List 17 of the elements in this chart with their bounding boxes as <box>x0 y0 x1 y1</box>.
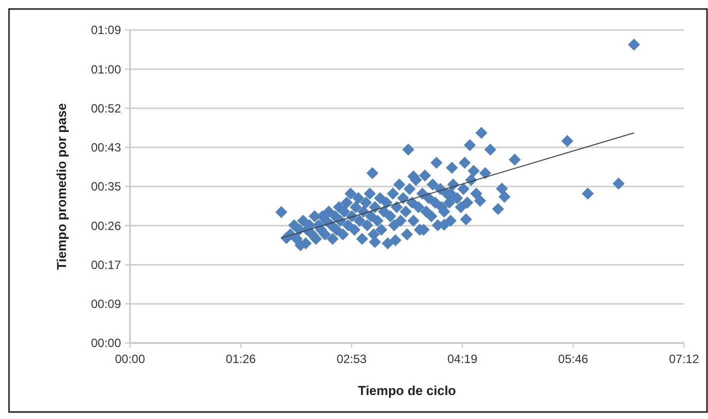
y-tick-label: 01:09 <box>90 23 122 38</box>
y-tick-label: 00:17 <box>90 258 122 272</box>
y-tick-label: 00:35 <box>90 180 122 194</box>
y-tick-label: 00:43 <box>90 140 122 155</box>
y-tick-label: 01:00 <box>90 62 122 76</box>
x-tick-label: 02:53 <box>336 352 367 366</box>
x-tick-label: 01:26 <box>226 352 256 366</box>
x-tick-label: 05:46 <box>558 352 589 366</box>
y-tick-label: 00:52 <box>90 101 122 116</box>
y-tick-label: 00:00 <box>90 336 122 350</box>
y-tick-label: 00:09 <box>90 297 122 312</box>
y-tick-label: 00:26 <box>90 218 122 233</box>
x-axis-title: Tiempo de ciclo <box>358 383 456 398</box>
x-tick-label: 00:00 <box>114 352 146 366</box>
y-axis-title: Tiempo promedio por pase <box>54 103 69 270</box>
x-tick-label: 07:12 <box>668 352 700 366</box>
x-tick-label: 04:19 <box>447 352 478 366</box>
